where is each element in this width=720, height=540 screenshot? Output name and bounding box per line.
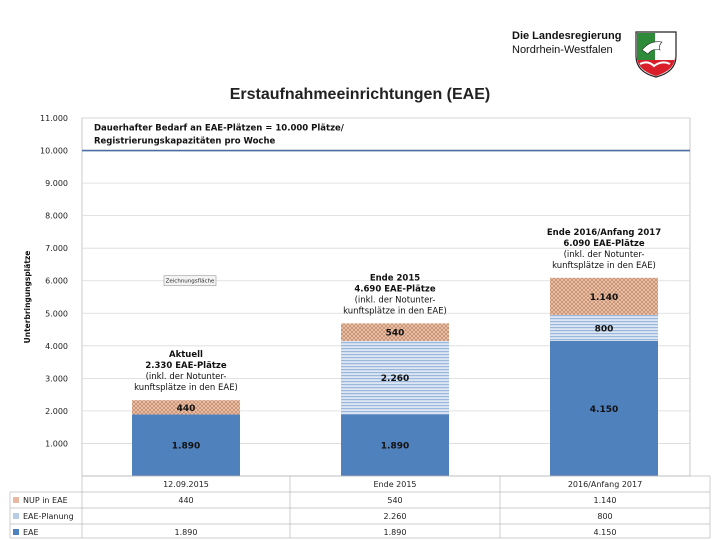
y-tick-label: 1.000 — [45, 439, 68, 448]
x-tick-label: Ende 2015 — [373, 480, 416, 489]
bar-segment — [341, 323, 449, 341]
placeholder-box — [163, 275, 217, 287]
y-tick-label: 10.000 — [40, 147, 68, 156]
table-cell: 540 — [387, 496, 402, 505]
bar-annotation: Ende 2015 — [370, 273, 420, 283]
bar-value-label: 1.890 — [172, 442, 200, 452]
bar-value-label: 540 — [386, 329, 405, 339]
table-cell: 440 — [178, 496, 193, 505]
bar-annotation: 6.090 EAE-Plätze — [563, 239, 644, 249]
y-tick-label: 4.000 — [45, 342, 68, 351]
y-tick-label: 6.000 — [45, 277, 68, 286]
y-tick-label: 3.000 — [45, 374, 68, 383]
placeholder-label: Zeichnungsfläche — [166, 279, 215, 285]
reference-line-label: Registrierungskapazitäten pro Woche — [94, 137, 276, 147]
bar-segment — [132, 400, 240, 415]
bar-value-label: 4.150 — [590, 405, 618, 415]
y-tick-label: 11.000 — [40, 114, 68, 123]
bar-annotation: kunftsplätze in den EAE) — [134, 383, 238, 393]
legend-label: NUP in EAE — [23, 496, 68, 505]
bar-segment — [341, 340, 449, 415]
bar-annotation: kunftsplätze in den EAE) — [552, 261, 656, 271]
bar-annotation: Aktuell — [169, 350, 203, 360]
nrw-crest-icon — [635, 31, 677, 78]
bar-value-label: 2.260 — [381, 374, 409, 384]
chart-title: Erstaufnahmeeinrichtungen (EAE) — [229, 86, 491, 103]
bar-annotation: (inkl. der Notunter- — [355, 295, 436, 305]
legend-swatch — [13, 513, 19, 519]
reference-line-label: Dauerhafter Bedarf an EAE-Plätzen = 10.0… — [94, 124, 345, 134]
bar-segment — [550, 314, 658, 341]
bar-annotation: kunftsplätze in den EAE) — [343, 306, 447, 316]
table-cell: 1.890 — [384, 528, 407, 537]
x-tick-label: 2016/Anfang 2017 — [568, 480, 642, 489]
government-subtitle: Nordrhein-Westfalen — [512, 44, 613, 56]
bar-segment — [550, 340, 658, 476]
bar-annotation: 4.690 EAE-Plätze — [354, 284, 435, 294]
table-cell: 4.150 — [594, 528, 617, 537]
bar-value-label: 440 — [177, 404, 196, 414]
bar-annotation: Ende 2016/Anfang 2017 — [547, 228, 661, 238]
table-cell: 1.890 — [175, 528, 198, 537]
bar-value-label: 800 — [595, 324, 614, 334]
legend-label: EAE-Planung — [23, 512, 74, 521]
y-tick-label: 7.000 — [45, 244, 68, 253]
bar-annotation: (inkl. der Notunter- — [146, 372, 227, 382]
y-tick-label: 8.000 — [45, 212, 68, 221]
bar-segment — [341, 414, 449, 476]
legend-swatch — [13, 497, 19, 503]
table-cell: 1.140 — [594, 496, 617, 505]
x-tick-label: 12.09.2015 — [163, 480, 209, 489]
y-tick-label: 9.000 — [45, 179, 68, 188]
bar-annotation: 2.330 EAE-Plätze — [145, 361, 226, 371]
y-tick-label: 2.000 — [45, 407, 68, 416]
bar-segment — [132, 414, 240, 476]
y-axis-label: Unterbringungsplätze — [23, 251, 32, 344]
table-cell: 2.260 — [384, 512, 407, 521]
bar-value-label: 1.890 — [381, 442, 409, 452]
legend-label: EAE — [23, 528, 39, 537]
bar-value-label: 1.140 — [590, 293, 618, 303]
legend-swatch — [13, 529, 19, 535]
government-title: Die Landesregierung — [512, 30, 622, 42]
bar-segment — [550, 277, 658, 315]
y-tick-label: 5.000 — [45, 309, 68, 318]
table-cell: 800 — [597, 512, 612, 521]
bar-annotation: (inkl. der Notunter- — [564, 250, 645, 260]
